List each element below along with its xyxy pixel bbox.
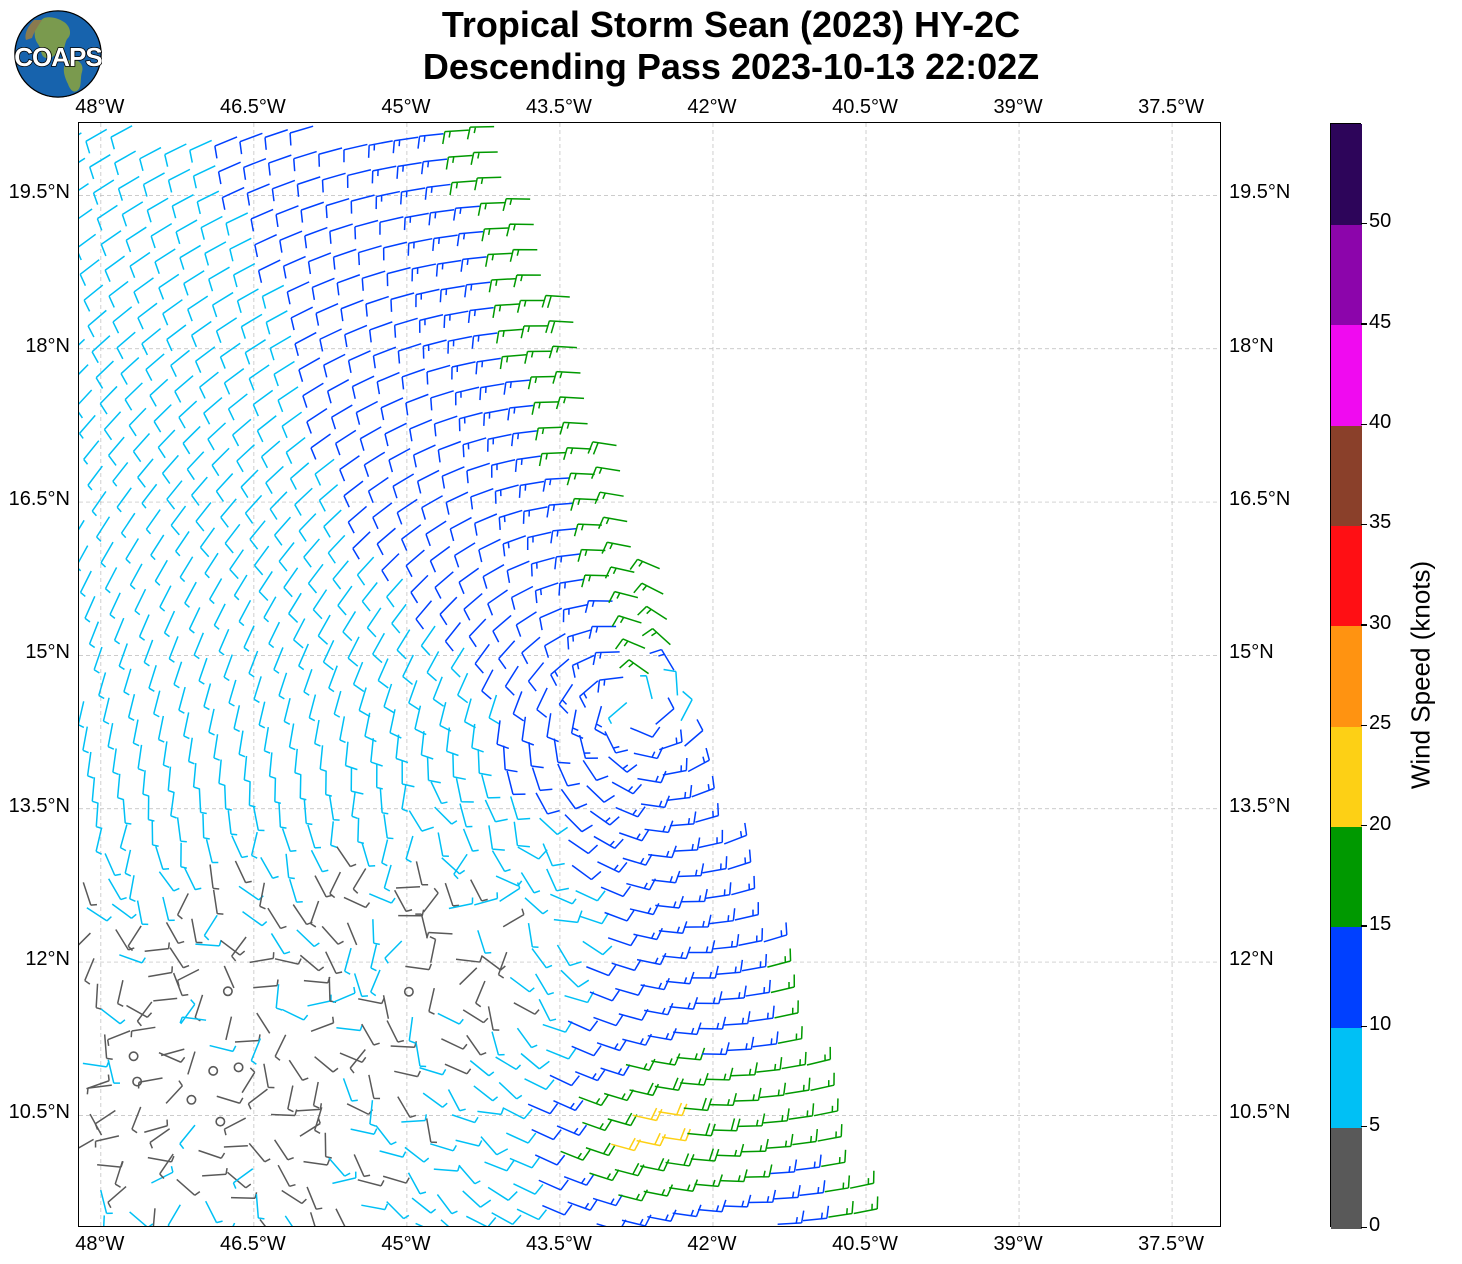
svg-text:COAPS: COAPS [14,42,102,72]
